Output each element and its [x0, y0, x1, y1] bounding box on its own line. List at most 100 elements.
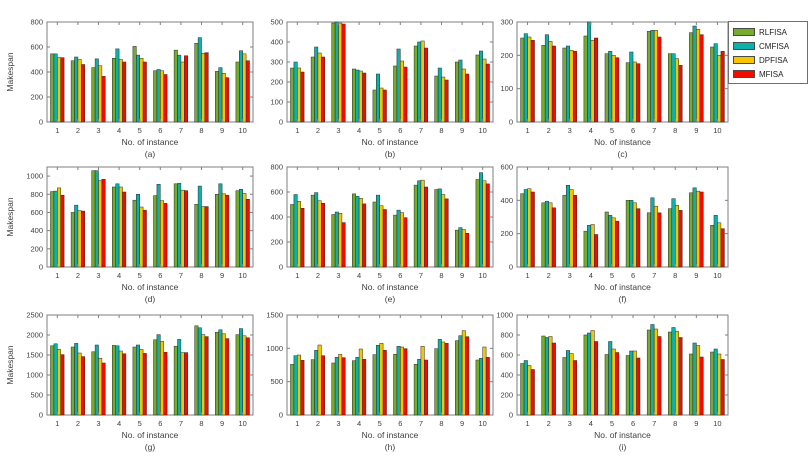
y-tick-label: 500: [30, 391, 43, 400]
bar-mfisa-10: [720, 228, 725, 268]
bar-cmfisa-10: [239, 328, 243, 416]
x-tick-label: 1: [525, 271, 529, 280]
bar-cmfisa-5: [608, 341, 613, 416]
x-tick-label: 2: [547, 126, 551, 135]
subplot-i: 0 200 400 600 800 1000 1 2 3 4 5 6 7 8 9 10 No. of insta…: [496, 311, 729, 452]
bar-cmfisa-5: [376, 345, 380, 416]
bar-dpfisa-8: [201, 334, 206, 416]
x-tick-label: 5: [610, 126, 614, 135]
y-tick-label: 0: [279, 263, 283, 272]
bar-mfisa-2: [551, 342, 556, 416]
subplot-a: 0 200 400 600 800 1 2 3 4 5 6 7 8 9 10 No. of instance M…: [5, 18, 254, 159]
bar-dpfisa-4: [358, 198, 363, 268]
bar-rlfisa-2: [310, 359, 315, 416]
bar-mfisa-6: [636, 357, 641, 416]
bar-mfisa-9: [465, 233, 470, 268]
bar-mfisa-9: [699, 34, 704, 123]
bar-dpfisa-8: [201, 53, 206, 123]
bar-rlfisa-9: [689, 353, 694, 416]
bar-mfisa-1: [60, 194, 65, 268]
bar-dpfisa-9: [221, 333, 226, 416]
x-tick-label: 1: [295, 419, 299, 428]
bar-dpfisa-3: [98, 65, 103, 123]
y-tick-label: 1000: [26, 371, 43, 380]
y-tick-label: 300: [270, 58, 283, 67]
x-axis-label: No. of instance: [362, 282, 419, 292]
bar-rlfisa-2: [70, 346, 75, 416]
bar-cmfisa-10: [713, 348, 718, 416]
bar-dpfisa-5: [379, 343, 384, 416]
x-tick-label: 6: [158, 271, 162, 280]
x-tick-label: 4: [117, 419, 121, 428]
bar-mfisa-3: [341, 23, 346, 123]
bar-rlfisa-10: [235, 61, 240, 123]
y-tick-label: 0: [39, 118, 43, 127]
bar-rlfisa-5: [132, 346, 137, 416]
bar-cmfisa-1: [523, 360, 528, 416]
y-tick-label: 200: [500, 51, 513, 60]
bar-mfisa-5: [382, 350, 387, 416]
bar-mfisa-10: [485, 183, 490, 268]
bar-cmfisa-9: [218, 67, 223, 123]
bar-rlfisa-4: [583, 230, 588, 268]
bar-dpfisa-3: [338, 213, 343, 268]
x-tick-label: 8: [673, 271, 677, 280]
bar-cmfisa-1: [53, 190, 58, 268]
bar-rlfisa-7: [646, 31, 651, 123]
bar-rlfisa-9: [689, 32, 694, 123]
x-tick-label: 10: [479, 271, 487, 280]
x-axis-label: No. of instance: [122, 282, 179, 292]
x-tick-label: 10: [479, 419, 487, 428]
bar-dpfisa-2: [548, 202, 553, 268]
x-tick-label: 9: [460, 126, 464, 135]
bar-mfisa-1: [530, 40, 535, 123]
legend-label-rlfisa: RLFISA: [759, 27, 788, 37]
x-tick-label: 1: [295, 126, 299, 135]
x-tick-label: 3: [336, 271, 340, 280]
bar-dpfisa-8: [675, 331, 679, 416]
bar-rlfisa-3: [91, 351, 96, 416]
bar-mfisa-6: [636, 208, 641, 268]
bar-cmfisa-5: [136, 54, 140, 123]
x-tick-label: 7: [419, 271, 423, 280]
bar-rlfisa-10: [710, 46, 715, 123]
bar-mfisa-3: [341, 222, 346, 268]
x-tick-label: 10: [239, 126, 247, 135]
bar-rlfisa-9: [689, 192, 694, 268]
y-tick-label: 2500: [26, 311, 43, 320]
bar-cmfisa-7: [177, 54, 182, 123]
bar-cmfisa-2: [314, 46, 319, 123]
bar-mfisa-10: [720, 359, 725, 416]
bar-cmfisa-3: [334, 357, 339, 416]
bar-dpfisa-4: [590, 224, 595, 268]
bar-rlfisa-1: [290, 67, 295, 123]
bar-mfisa-4: [362, 359, 367, 416]
bar-cmfisa-7: [177, 183, 182, 268]
x-tick-label: 6: [631, 419, 635, 428]
y-tick-label: 400: [30, 68, 43, 77]
bar-cmfisa-9: [692, 342, 697, 416]
bar-mfisa-8: [204, 52, 209, 123]
y-tick-label: 500: [270, 377, 283, 386]
x-tick-label: 4: [357, 126, 361, 135]
bar-dpfisa-8: [441, 341, 446, 416]
bar-mfisa-4: [122, 191, 127, 268]
bar-cmfisa-7: [650, 197, 655, 268]
bar-dpfisa-6: [632, 202, 637, 268]
bar-dpfisa-1: [527, 188, 532, 268]
bar-cmfisa-10: [479, 50, 483, 123]
bar-mfisa-10: [485, 63, 490, 123]
bar-cmfisa-5: [376, 194, 380, 268]
bar-mfisa-1: [60, 57, 65, 123]
subplot-caption: (i): [619, 442, 627, 452]
x-axis-label: No. of instance: [362, 137, 419, 147]
bar-mfisa-2: [81, 356, 85, 416]
bar-cmfisa-4: [355, 196, 360, 268]
bar-mfisa-10: [720, 51, 725, 123]
subplot-caption: (d): [145, 294, 156, 304]
x-axis-label: No. of instance: [594, 137, 651, 147]
x-axis-label: No. of instance: [594, 430, 651, 440]
bar-cmfisa-8: [197, 37, 202, 123]
bar-cmfisa-1: [293, 61, 298, 123]
